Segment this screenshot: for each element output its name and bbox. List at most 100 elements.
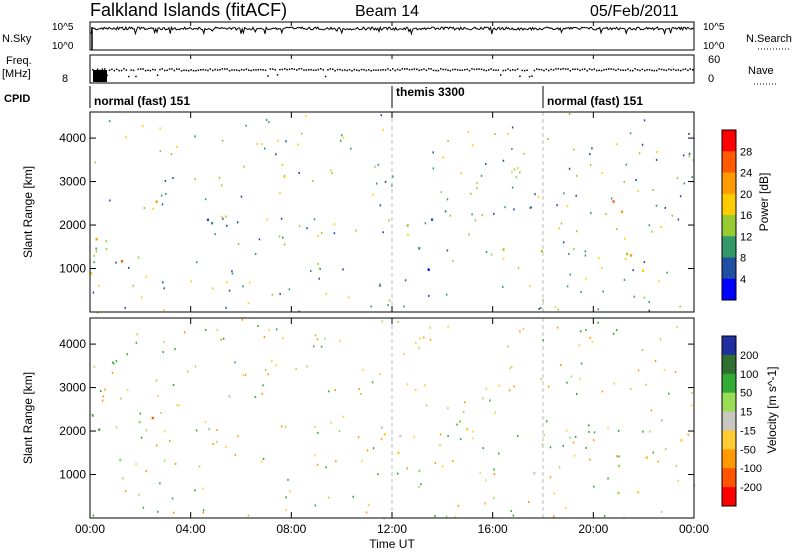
noise-cell — [120, 397, 122, 400]
noise-cell — [316, 463, 319, 466]
nsky-frame — [89, 21, 695, 51]
noise-cell — [692, 159, 695, 162]
nave-point — [310, 68, 312, 71]
noise-cell — [651, 230, 653, 233]
colorbar-tick-label: 15 — [740, 407, 752, 419]
noise-cell — [447, 140, 449, 143]
nave-point — [651, 69, 653, 72]
noise-cell — [244, 374, 247, 377]
noise-cell — [339, 339, 341, 342]
nave-point — [617, 68, 620, 70]
data-cell — [120, 260, 124, 263]
noise-cell — [549, 446, 552, 449]
noise-cell — [295, 367, 297, 370]
noise-cell — [542, 299, 544, 302]
nave-point — [502, 69, 504, 72]
noise-cell — [104, 388, 106, 391]
noise-cell — [383, 517, 385, 520]
noise-cell — [575, 392, 578, 395]
noise-cell — [376, 182, 378, 185]
noise-cell — [676, 326, 678, 329]
noise-cell — [194, 178, 196, 181]
nave-point — [620, 69, 622, 71]
noise-cell — [109, 199, 111, 202]
nave-point — [560, 68, 562, 71]
noise-cell — [237, 435, 239, 438]
nave-point — [192, 69, 195, 72]
nave-point — [262, 69, 264, 71]
colorbar-swatch — [722, 354, 736, 375]
noise-cell — [655, 158, 658, 161]
beam-label: Beam 14 — [355, 3, 419, 20]
x-tick-label: 08:00 — [276, 522, 306, 536]
noise-cell — [372, 193, 374, 196]
noise-cell — [254, 252, 257, 255]
velocity-scatter-cells — [91, 318, 696, 520]
noise-cell — [105, 247, 108, 250]
colorbar-swatch — [722, 411, 736, 431]
noise-cell — [126, 353, 129, 356]
nave-point — [485, 69, 488, 72]
noise-cell — [490, 253, 493, 256]
noise-cell — [101, 399, 104, 402]
noise-cell — [155, 379, 158, 382]
noise-cell — [601, 171, 603, 174]
noise-cell — [623, 180, 626, 183]
noise-cell — [202, 487, 204, 490]
noise-cell — [688, 152, 691, 155]
noise-cell — [366, 449, 369, 452]
nave-point — [185, 69, 188, 72]
nave-point — [327, 69, 329, 71]
data-cell — [660, 419, 663, 422]
noise-cell — [658, 280, 660, 283]
noise-cell — [194, 135, 196, 138]
x-tick-label: 16:00 — [478, 522, 508, 536]
nave-point — [238, 69, 240, 72]
nave-point — [166, 69, 168, 72]
nave-point — [104, 68, 106, 70]
noise-cell — [434, 462, 437, 465]
noise-cell — [691, 392, 693, 395]
noise-cell — [289, 490, 291, 493]
nave-point — [332, 68, 334, 71]
noise-cell — [676, 177, 679, 180]
noise-cell — [277, 139, 279, 142]
noise-cell — [630, 387, 632, 390]
noise-cell — [652, 189, 654, 192]
y-tick-label: 2000 — [59, 218, 86, 232]
noise-cell — [570, 375, 573, 378]
nave-point — [526, 69, 528, 72]
noise-cell — [318, 267, 321, 270]
noise-cell — [183, 331, 186, 334]
nave-point — [636, 69, 639, 71]
noise-cell — [585, 277, 587, 280]
nave-point — [480, 68, 483, 71]
nave-point — [574, 68, 576, 71]
noise-cell — [502, 285, 504, 288]
noise-cell — [137, 256, 140, 259]
y-tick-label: 4000 — [59, 337, 86, 351]
noise-cell — [281, 163, 284, 166]
nave-point — [418, 69, 420, 72]
noise-cell — [281, 337, 284, 340]
noise-cell — [519, 330, 521, 333]
noise-cell — [584, 254, 587, 257]
noise-cell — [298, 225, 301, 228]
noise-cell — [470, 192, 472, 195]
noise-cell — [279, 191, 281, 194]
colorbar-tick-label: 8 — [740, 253, 746, 265]
noise-cell — [674, 371, 677, 374]
colorbar-frame — [721, 129, 737, 301]
noise-cell — [502, 159, 505, 162]
nave-point — [377, 69, 380, 71]
noise-cell — [313, 218, 316, 221]
noise-cell — [432, 151, 434, 154]
nave-point — [180, 69, 183, 72]
noise-cell — [557, 308, 559, 311]
nsky-panel: N.Sky 10^5 10^0 10^5 10^0 N.Search — [2, 21, 792, 52]
noise-cell — [143, 207, 146, 210]
data-cell — [502, 248, 505, 251]
noise-cell — [404, 279, 407, 282]
nave-point — [152, 68, 154, 71]
noise-cell — [339, 139, 342, 142]
